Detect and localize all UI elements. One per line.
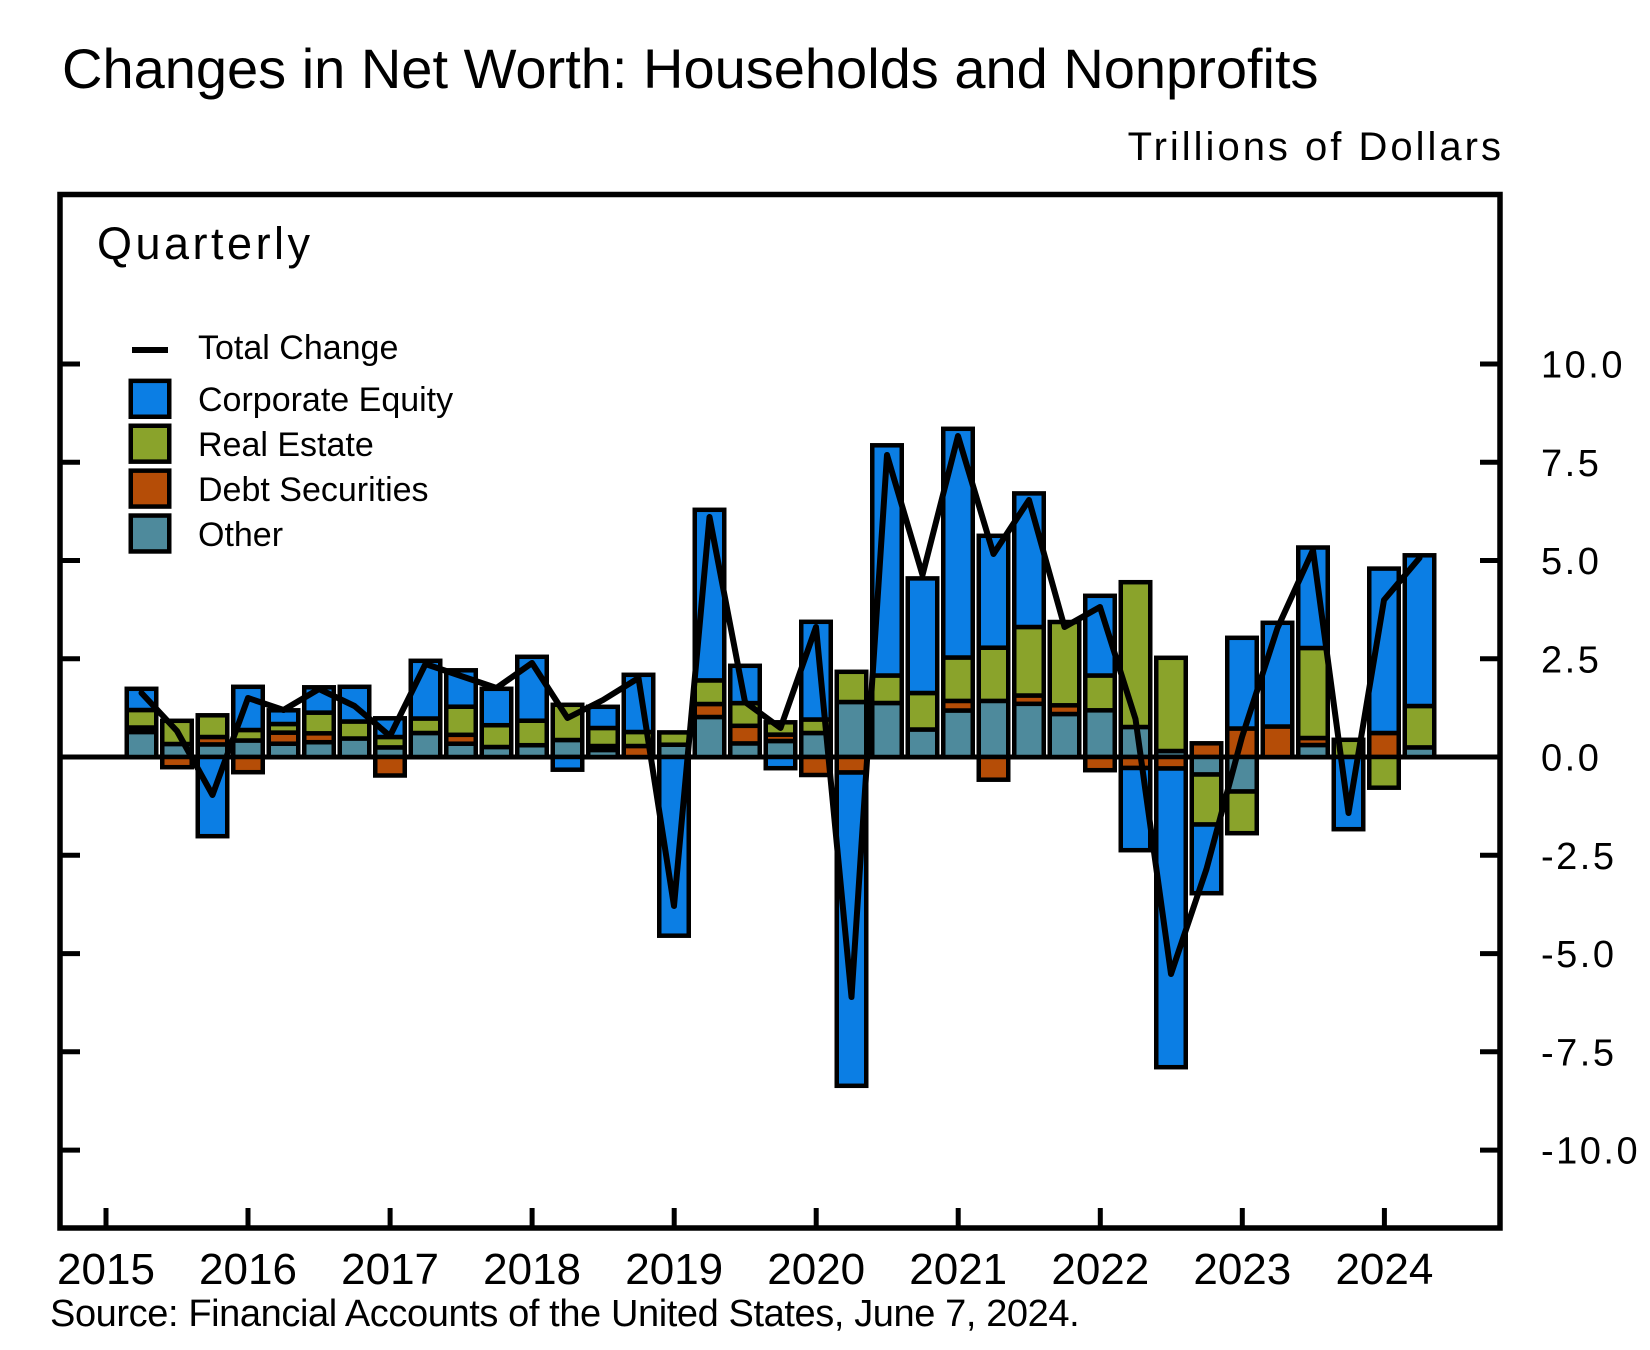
svg-text:2.5: 2.5 [1541,639,1601,681]
svg-text:Source: Financial Accounts of: Source: Financial Accounts of the United… [50,1293,1079,1335]
svg-text:Other: Other [198,516,283,554]
svg-text:2015: 2015 [57,1245,155,1294]
svg-text:2017: 2017 [341,1245,439,1294]
svg-text:0.0: 0.0 [1541,738,1601,780]
svg-text:7.5: 7.5 [1541,443,1601,485]
svg-text:2022: 2022 [1051,1245,1149,1294]
svg-text:Debt Securities: Debt Securities [198,471,429,509]
svg-text:2021: 2021 [909,1245,1007,1294]
svg-text:Real Estate: Real Estate [198,426,374,464]
svg-text:2018: 2018 [483,1245,581,1294]
svg-text:2024: 2024 [1335,1245,1433,1294]
svg-text:-7.5: -7.5 [1541,1032,1616,1074]
svg-text:-5.0: -5.0 [1541,934,1616,976]
svg-text:Quarterly: Quarterly [97,218,314,269]
svg-text:Total Change: Total Change [198,329,398,367]
svg-text:5.0: 5.0 [1541,541,1601,583]
svg-text:10.0: 10.0 [1541,345,1625,387]
svg-text:2020: 2020 [767,1245,865,1294]
svg-text:2023: 2023 [1193,1245,1291,1294]
svg-text:-2.5: -2.5 [1541,836,1616,878]
svg-text:Changes in Net Worth: Househol: Changes in Net Worth: Households and Non… [62,37,1319,100]
svg-text:-10.0: -10.0 [1541,1131,1640,1173]
svg-text:Corporate Equity: Corporate Equity [198,381,453,419]
svg-text:2019: 2019 [625,1245,723,1294]
svg-text:Trillions of Dollars: Trillions of Dollars [1128,125,1504,169]
svg-text:2016: 2016 [199,1245,297,1294]
